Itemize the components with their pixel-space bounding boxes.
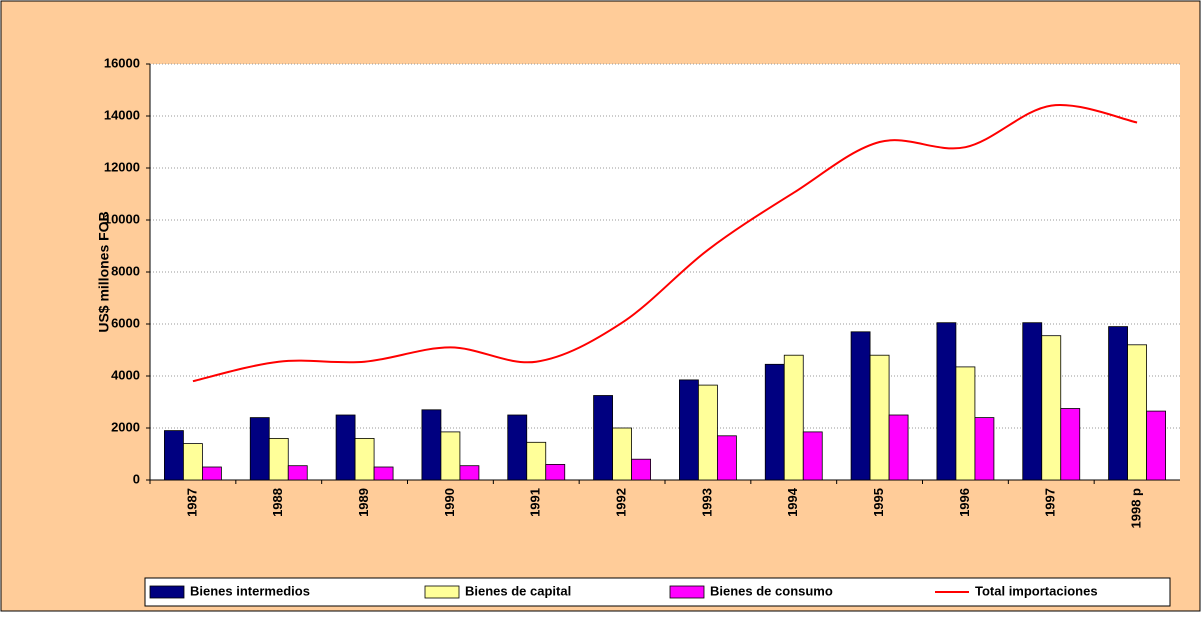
bar <box>936 322 957 481</box>
bar <box>869 354 890 481</box>
y-tick-label: 2000 <box>111 419 140 434</box>
bar <box>545 463 566 481</box>
bar <box>1060 408 1081 481</box>
x-tick-label: 1993 <box>699 488 714 517</box>
y-tick-label: 14000 <box>104 107 140 122</box>
legend-swatch <box>149 585 185 599</box>
bar <box>955 366 976 481</box>
bar <box>526 441 547 481</box>
bar <box>764 363 785 481</box>
legend-label: Bienes intermedios <box>190 583 310 598</box>
x-tick-label: 1995 <box>871 488 886 517</box>
x-tick-label: 1989 <box>356 488 371 517</box>
x-tick-label: 1996 <box>957 488 972 517</box>
bar <box>1108 326 1128 481</box>
bar <box>268 437 289 481</box>
x-tick-label: 1991 <box>528 488 543 517</box>
line <box>192 103 1138 383</box>
bar <box>335 414 356 481</box>
x-tick-label: 1987 <box>184 488 199 517</box>
bar <box>507 414 528 481</box>
bar <box>164 430 184 481</box>
x-tick-label: 1997 <box>1043 488 1058 517</box>
x-tick-label: 1992 <box>614 488 629 517</box>
bar <box>1146 410 1166 481</box>
legend-label: Bienes de consumo <box>710 583 833 598</box>
bar <box>287 465 308 481</box>
bar <box>1022 322 1043 481</box>
legend <box>144 577 1171 607</box>
x-tick-label: 1990 <box>442 488 457 517</box>
bar <box>373 466 394 481</box>
bar <box>631 458 651 481</box>
y-tick-label: 8000 <box>111 263 140 278</box>
bar <box>888 414 909 481</box>
bar <box>612 427 632 481</box>
x-tick-label: 1994 <box>785 487 800 517</box>
y-tick-label: 0 <box>133 471 140 486</box>
bar <box>1041 335 1062 481</box>
bar <box>440 431 461 481</box>
bar <box>783 354 804 481</box>
bar <box>593 395 613 481</box>
bar <box>202 466 222 481</box>
legend-label: Bienes de capital <box>465 583 571 598</box>
legend-swatch <box>669 585 705 599</box>
x-tick-label: 1988 <box>270 488 285 517</box>
y-tick-label: 10000 <box>104 211 140 226</box>
bar <box>421 409 442 481</box>
bar <box>974 417 995 481</box>
bar <box>698 384 718 481</box>
bar <box>183 443 203 481</box>
x-tick-label: 1998 p <box>1129 488 1144 529</box>
y-axis-label: US$ millones FOB <box>96 211 112 332</box>
y-tick-label: 4000 <box>111 367 140 382</box>
bar <box>354 437 375 481</box>
bar <box>1127 344 1147 481</box>
legend-label: Total importaciones <box>975 583 1098 598</box>
bar <box>717 435 737 481</box>
bar <box>459 465 480 481</box>
bar <box>802 431 823 481</box>
bar <box>249 417 270 481</box>
y-tick-label: 16000 <box>104 55 140 70</box>
y-tick-label: 6000 <box>111 315 140 330</box>
bar <box>679 379 699 481</box>
legend-swatch <box>424 585 460 599</box>
bar <box>850 331 871 481</box>
y-tick-label: 12000 <box>104 159 140 174</box>
